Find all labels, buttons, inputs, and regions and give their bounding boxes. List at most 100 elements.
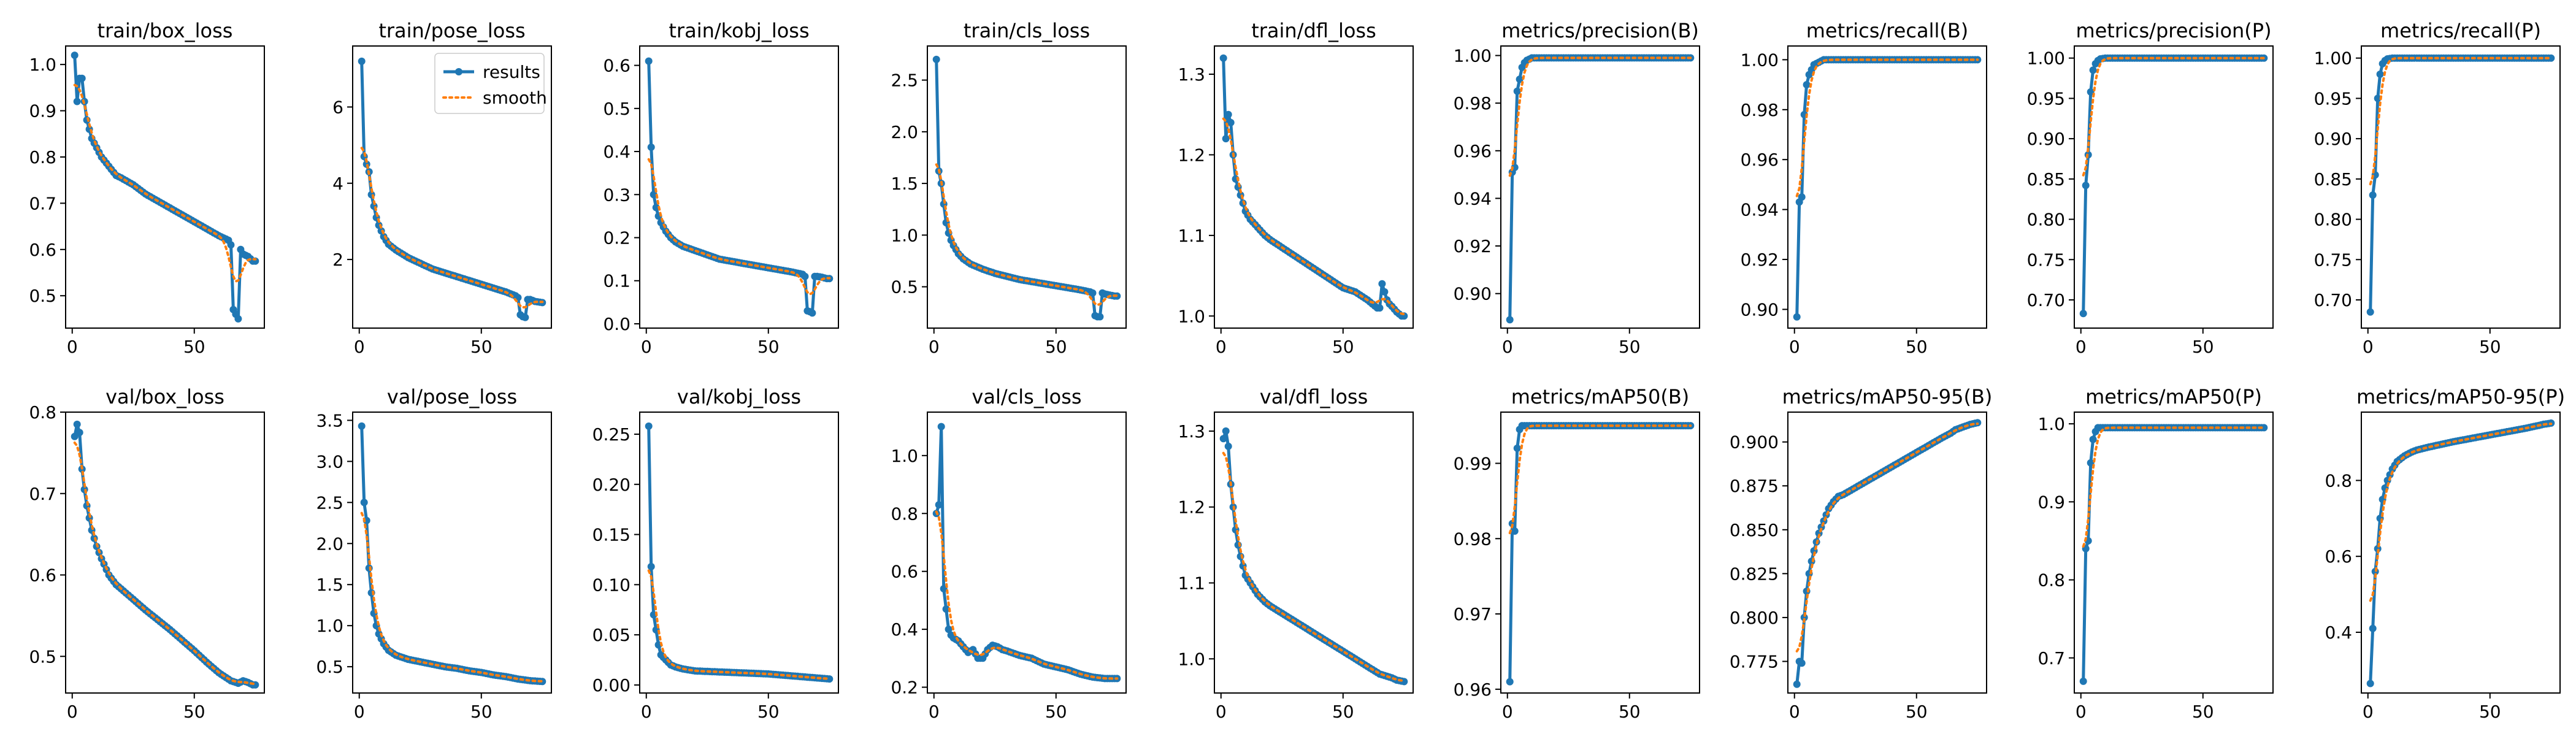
y-tick-label: 0.05 [592,625,631,645]
smooth-series-line [1508,424,1692,535]
y-tick-label: 1.0 [29,55,56,75]
x-tick-label: 50 [2192,337,2214,357]
y-tick-label: 0.6 [29,240,56,260]
y-tick-label: 0.94 [1741,200,1779,220]
results-point [2079,310,2087,318]
axes-frame [1787,45,1987,329]
axes-frame [65,412,265,694]
results-point [2376,71,2384,78]
x-tick-label: 0 [641,337,652,357]
results-point [1513,87,1521,95]
chart-panel: metrics/mAP50-95(B) 0 50 0.775 0.800 0.825 0.8… [1730,385,1993,722]
y-tick-label: 0.96 [1454,141,1492,161]
results-point [645,422,653,430]
y-tick-label: 1.0 [316,616,343,636]
chart-title: train/cls_loss [964,19,1090,42]
axes-frame [65,45,265,329]
chart-title: train/kobj_loss [669,19,809,42]
axes-frame [352,45,552,329]
y-tick-label: 0.8 [891,504,918,524]
chart-title: val/box_loss [105,385,224,408]
y-tick-label: 0.9 [29,101,56,121]
smooth-series-line [1508,56,1692,177]
smooth-series-line [647,158,831,296]
chart-panel: train/box_loss 0 50 0.5 0.6 0.7 0.8 0.9 1.0 [29,19,265,357]
y-tick-label: 0.0 [603,314,631,334]
results-point [1506,316,1514,324]
x-tick-label: 50 [1619,702,1641,722]
results-series-line [1795,58,1978,317]
smooth-series-line [2082,56,2266,177]
smooth-series-line [360,511,544,683]
smooth-series-line [2369,56,2553,186]
axes-frame [2361,412,2561,694]
smooth-series-line [1795,422,1979,653]
y-tick-label: 0.98 [1454,93,1492,113]
results-point [360,499,368,507]
results-series-line [647,426,830,681]
chart-title: val/dfl_loss [1260,385,1368,408]
results-point [227,241,235,249]
results-point [358,422,366,430]
results-point [2087,88,2095,96]
y-tick-label: 2.5 [316,492,343,513]
axes-frame [1500,412,1700,694]
y-tick-label: 0.5 [891,277,918,297]
results-point [1793,313,1801,321]
results-series-line [1222,429,1405,683]
x-tick-label: 50 [1332,702,1354,722]
y-tick-label: 0.5 [29,646,56,667]
chart-panel: metrics/mAP50(B) 0 50 0.96 0.97 0.98 0.99 [1454,385,1700,722]
y-tick-label: 0.20 [592,475,631,495]
x-tick-label: 0 [354,702,365,722]
y-tick-label: 1.3 [1178,64,1205,85]
chart-panel: train/dfl_loss 0 50 1.0 1.1 1.2 1.3 [1178,19,1414,357]
y-tick-label: 0.8 [2325,470,2352,491]
results-point [1798,193,1806,201]
results-series-line [73,55,256,321]
results-point [2547,54,2555,62]
results-point [1798,659,1806,667]
smooth-series-line [73,83,257,283]
chart-panel: metrics/precision(B) 0 50 0.90 0.92 0.94 0.96 0… [1454,19,1700,357]
results-point [1222,427,1230,435]
results-point [2366,680,2374,687]
chart-title: metrics/mAP50(B) [1511,385,1690,408]
y-tick-label: 1.0 [891,225,918,245]
x-tick-label: 50 [1332,337,1354,357]
legend: results smooth [434,53,547,114]
x-tick-label: 0 [2363,702,2374,722]
x-tick-label: 0 [2076,337,2087,357]
x-tick-label: 50 [183,702,205,722]
results-point [1378,280,1386,288]
x-tick-label: 50 [183,337,205,357]
results-point [73,420,81,428]
results-point [1513,444,1521,452]
axes-frame [1214,45,1414,329]
x-tick-label: 0 [2076,702,2087,722]
smooth-series-line [1222,451,1406,682]
x-tick-label: 50 [1906,702,1928,722]
y-tick-label: 0.7 [29,484,56,504]
results-point [1224,110,1232,118]
results-series-line [1222,58,1405,318]
chart-title: metrics/recall(P) [2380,19,2541,42]
y-tick-label: 0.90 [1741,299,1779,320]
y-tick-label: 0.6 [29,565,56,586]
y-tick-label: 4 [332,174,343,194]
axes-frame [639,45,839,329]
results-point [1219,435,1227,443]
y-tick-label: 1.5 [891,174,918,194]
y-tick-label: 0.80 [2027,210,2065,230]
chart-panel: val/kobj_loss 0 50 0.00 0.05 0.10 0.15 0.20 0.25 [592,385,839,722]
results-point [650,191,657,199]
y-tick-label: 3.0 [316,451,343,472]
results-point [647,562,655,570]
axes-frame [927,412,1127,694]
y-tick-label: 0.4 [891,619,918,640]
x-tick-label: 0 [67,337,78,357]
y-tick-label: 1.1 [1178,226,1205,246]
y-tick-label: 0.6 [603,56,631,76]
results-point [645,57,653,65]
